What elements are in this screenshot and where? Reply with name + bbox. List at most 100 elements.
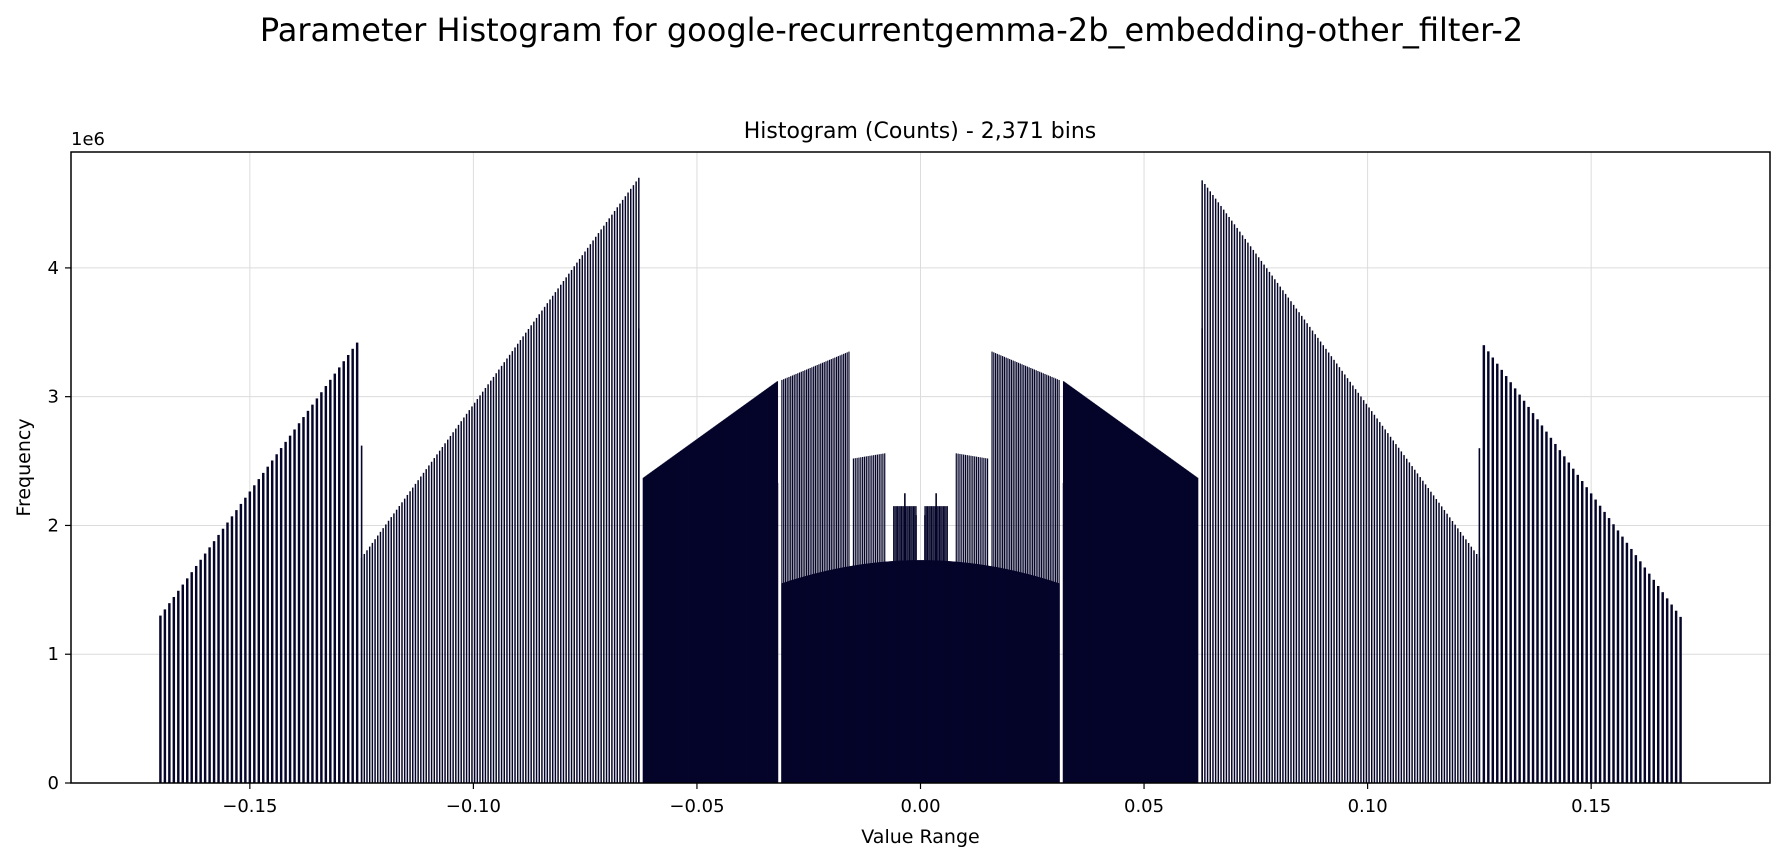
histogram-bar bbox=[498, 369, 500, 783]
histogram-bar bbox=[603, 225, 605, 784]
histogram-bar bbox=[751, 399, 753, 783]
histogram-bar bbox=[635, 181, 637, 783]
histogram-bar bbox=[621, 199, 624, 783]
histogram-bar bbox=[589, 244, 592, 783]
histogram-bar bbox=[786, 377, 788, 783]
histogram-bar bbox=[1239, 231, 1241, 783]
histogram-bar bbox=[371, 542, 374, 783]
histogram-bar bbox=[530, 325, 532, 783]
histogram-bar bbox=[1389, 436, 1392, 783]
histogram-bar bbox=[644, 476, 647, 783]
histogram-bar bbox=[1336, 363, 1338, 783]
histogram-bar bbox=[605, 222, 608, 784]
histogram-bar bbox=[600, 229, 602, 784]
histogram-bar bbox=[1157, 449, 1159, 783]
histogram-bar bbox=[279, 448, 283, 783]
histogram-bar bbox=[1260, 260, 1263, 783]
histogram-bar bbox=[487, 384, 489, 783]
histogram-bar bbox=[1078, 392, 1080, 783]
histogram-bar bbox=[465, 413, 468, 783]
histogram-bar bbox=[1545, 431, 1548, 783]
histogram-bar bbox=[766, 388, 768, 783]
histogram-bar bbox=[773, 383, 775, 783]
histogram-bar bbox=[1370, 411, 1373, 783]
x-tick-label: 0.00 bbox=[900, 796, 940, 817]
histogram-bar bbox=[1295, 308, 1298, 783]
histogram-bar bbox=[725, 418, 727, 783]
histogram-bar bbox=[682, 448, 685, 783]
histogram-bar bbox=[1271, 275, 1273, 783]
histogram-bar bbox=[535, 317, 538, 783]
histogram-bar bbox=[753, 398, 755, 783]
histogram-bar bbox=[1467, 542, 1470, 783]
histogram-bar bbox=[1306, 323, 1308, 783]
histogram-bar bbox=[393, 513, 395, 783]
histogram-bar bbox=[1175, 462, 1177, 783]
histogram-bar bbox=[797, 373, 799, 783]
histogram-bar bbox=[630, 188, 632, 783]
histogram-bar bbox=[576, 262, 578, 783]
histogram-bar bbox=[1368, 407, 1370, 783]
histogram-bar bbox=[1648, 573, 1651, 783]
histogram-bar bbox=[1138, 435, 1140, 783]
histogram-bar bbox=[1191, 473, 1193, 783]
histogram-bar bbox=[775, 382, 777, 783]
histogram-bar bbox=[1284, 293, 1287, 783]
histogram-bar bbox=[624, 196, 627, 783]
histogram-bar bbox=[1131, 430, 1134, 783]
histogram-bar bbox=[1102, 409, 1104, 783]
histogram-bar bbox=[484, 387, 487, 783]
histogram-bar bbox=[1625, 542, 1629, 783]
histogram-bar bbox=[764, 390, 766, 783]
histogram-bar bbox=[767, 387, 769, 783]
x-tick-label: −0.10 bbox=[446, 796, 501, 817]
histogram-bar bbox=[755, 396, 757, 783]
histogram-bar bbox=[695, 440, 697, 783]
histogram-bar bbox=[1430, 491, 1432, 783]
histogram-bar bbox=[584, 251, 586, 783]
histogram-bar bbox=[662, 463, 664, 783]
histogram-bar bbox=[689, 444, 691, 783]
histogram-bar bbox=[409, 491, 411, 783]
histogram-bar bbox=[1075, 390, 1078, 783]
histogram-bar bbox=[725, 417, 728, 783]
histogram-bar bbox=[1172, 460, 1174, 783]
histogram-bar bbox=[771, 384, 774, 783]
histogram-bar bbox=[1093, 403, 1096, 783]
histogram-bar bbox=[1116, 419, 1118, 783]
histogram-bar bbox=[573, 266, 575, 783]
histogram-bar bbox=[1126, 426, 1128, 783]
histogram-bar bbox=[690, 443, 692, 783]
histogram-bar bbox=[455, 428, 457, 783]
histogram-bar bbox=[718, 423, 720, 783]
histogram-bar bbox=[774, 382, 776, 783]
histogram-bar bbox=[568, 273, 570, 783]
histogram-bar bbox=[1121, 423, 1123, 783]
histogram-bar bbox=[1365, 403, 1368, 783]
histogram-bar bbox=[703, 433, 705, 783]
histogram-bar bbox=[1580, 481, 1584, 783]
histogram-bar bbox=[1121, 423, 1123, 783]
histogram-bar bbox=[1082, 395, 1084, 783]
histogram-bar bbox=[1612, 524, 1615, 783]
histogram-bar bbox=[1056, 379, 1058, 783]
histogram-bar bbox=[221, 528, 225, 783]
histogram-bar bbox=[656, 467, 658, 783]
histogram-bar bbox=[697, 438, 700, 783]
histogram-bar bbox=[1161, 451, 1163, 783]
histogram-bar bbox=[723, 419, 725, 783]
histogram-bar bbox=[293, 429, 296, 783]
histogram-bar bbox=[1567, 462, 1571, 783]
histogram-bar bbox=[709, 429, 711, 783]
histogram-bar bbox=[1085, 397, 1088, 783]
histogram-bar bbox=[1674, 610, 1678, 783]
histogram-bar bbox=[244, 497, 247, 783]
histogram-bar bbox=[1549, 437, 1553, 783]
histogram-bar bbox=[1446, 513, 1448, 783]
histogram-bar bbox=[525, 332, 527, 783]
histogram-bar bbox=[1303, 319, 1306, 783]
histogram-bar bbox=[1122, 424, 1124, 783]
histogram-bar bbox=[239, 503, 243, 783]
histogram-bar bbox=[772, 384, 774, 783]
histogram-bar bbox=[1184, 469, 1187, 783]
